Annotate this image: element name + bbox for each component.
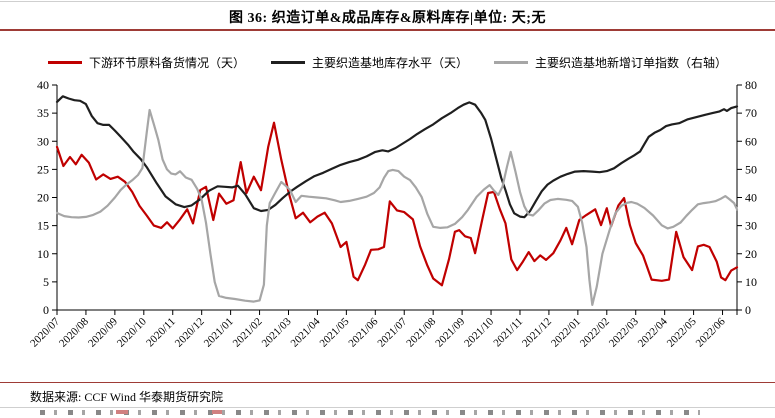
legend-item-1: 主要织造基地库存水平（天） — [270, 54, 468, 71]
right-axis-tick-label: 80 — [745, 78, 757, 92]
chart-plot-area: 0 5 10 15 20 25 30 35 40 0 10 20 30 40 50 60 70 80 2020/07… — [28, 78, 757, 350]
right-axis-tick-label: 30 — [745, 219, 757, 233]
x-axis-tick-label: 2021/10 — [462, 315, 496, 349]
left-axis-tick-label: 35 — [37, 106, 49, 120]
x-axis-tick-label: 2020/08 — [57, 315, 91, 349]
x-axis-tick-label: 2022/01 — [549, 316, 583, 350]
left-axis-tick-label: 40 — [37, 78, 49, 92]
x-axis-tick-label: 2020/10 — [115, 315, 149, 349]
x-axis-tick-label: 2020/07 — [28, 315, 62, 349]
right-axis-tick-label: 20 — [745, 247, 757, 261]
clipped-red-fragment — [116, 410, 128, 414]
series-line-2 — [55, 108, 739, 306]
x-axis-tick-label: 2020/11 — [144, 316, 178, 350]
x-axis-tick-label: 2021/05 — [317, 315, 351, 349]
series-line-1 — [55, 95, 739, 219]
x-axis-tick-label: 2022/02 — [578, 316, 612, 350]
legend-line-swatch — [494, 61, 528, 64]
title-separator — [0, 29, 775, 31]
legend-label: 主要织造基地库存水平（天） — [311, 56, 468, 70]
x-axis-tick-label: 2021/03 — [260, 315, 294, 349]
x-axis-tick-label: 2022/06 — [694, 315, 728, 349]
top-border — [0, 1, 775, 2]
left-axis-tick-label: 5 — [43, 275, 49, 289]
figure-title: 图 36: 织造订单&成品库存&原料库存|单位: 天;无 — [229, 11, 546, 26]
left-axis-tick-label: 15 — [37, 219, 49, 233]
x-axis-tick-label: 2022/05 — [665, 315, 699, 349]
clipped-red-fragment — [212, 410, 222, 414]
legend-item-0: 下游环节原料备货情况（天） — [47, 54, 245, 71]
left-axis-tick-label: 0 — [43, 303, 49, 317]
x-axis-tick-label: 2021/12 — [520, 316, 554, 350]
left-axis-tick-label: 20 — [37, 191, 49, 205]
x-axis-tick-label: 2021/06 — [346, 315, 380, 349]
x-axis-tick-label: 2022/03 — [607, 315, 641, 349]
bottom-border — [0, 407, 775, 408]
footer-separator — [0, 382, 775, 383]
x-axis-tick-label: 2021/09 — [433, 315, 467, 349]
x-axis-tick-label: 2021/11 — [491, 316, 525, 350]
left-axis-tick-label: 10 — [37, 247, 49, 261]
x-axis-tick-label: 2021/01 — [202, 316, 236, 350]
x-axis-tick-label: 2020/12 — [173, 316, 207, 350]
legend-label: 下游环节原料备货情况（天） — [88, 56, 245, 70]
x-axis-tick-label: 2021/04 — [289, 315, 323, 349]
legend-label: 主要织造基地新增订单指数（右轴） — [535, 56, 728, 70]
x-axis-tick-label: 2021/02 — [231, 316, 265, 350]
x-axis-tick-label: 2021/07 — [375, 315, 409, 349]
x-axis-tick-label: 2020/09 — [86, 315, 120, 349]
legend-item-2: 主要织造基地新增订单指数（右轴） — [494, 54, 727, 71]
left-axis-tick-label: 25 — [37, 162, 49, 176]
legend-line-swatch — [270, 61, 305, 64]
x-axis-tick-label: 2021/08 — [404, 315, 438, 349]
right-axis-tick-label: 50 — [745, 162, 757, 176]
right-axis-tick-label: 70 — [745, 106, 757, 120]
right-axis-tick-label: 60 — [745, 134, 757, 148]
legend-line-swatch — [47, 61, 82, 64]
x-axis-tick-label: 2022/04 — [636, 315, 670, 349]
right-axis-tick-label: 0 — [745, 303, 751, 317]
series-line-0 — [55, 121, 739, 287]
left-axis-tick-label: 30 — [37, 134, 49, 148]
right-axis-tick-label: 40 — [745, 191, 757, 205]
right-axis-tick-label: 10 — [745, 275, 757, 289]
next-figure-clipped-row — [40, 410, 700, 415]
chart-legend: 下游环节原料备货情况（天） 主要织造基地库存水平（天） 主要织造基地新增订单指数（右… — [0, 54, 775, 71]
data-source: 数据来源: CCF Wind 华泰期货研究院 — [30, 390, 223, 404]
